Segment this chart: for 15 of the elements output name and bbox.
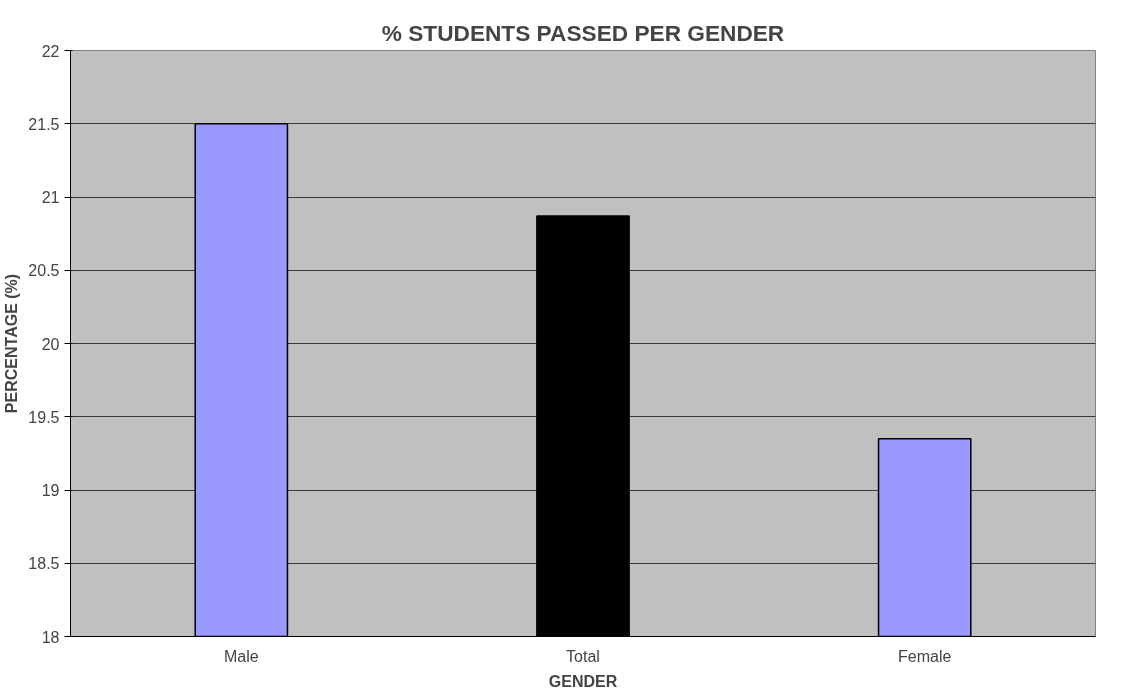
y-axis-title: PERCENTAGE (%): [3, 273, 21, 414]
y-tick-label: 21.5: [28, 115, 60, 133]
x-tick-label: Total: [566, 647, 600, 665]
y-tick-label: 19: [41, 482, 60, 499]
y-tick-label: 20.5: [28, 262, 60, 280]
y-tick-label: 19.5: [28, 408, 60, 426]
chart-title: % STUDENTS PASSED PER GENDER: [381, 19, 785, 46]
y-tick-label: 22: [41, 42, 60, 60]
y-tick-label: 18: [41, 628, 60, 646]
y-tick-label: 20: [41, 335, 60, 353]
y-tick-label: 18.5: [28, 555, 60, 573]
x-axis-title: GENDER: [548, 672, 618, 690]
x-tick-label: Male: [223, 647, 259, 665]
x-tick-label: Female: [897, 647, 952, 665]
y-tick-label: 21: [41, 189, 60, 206]
